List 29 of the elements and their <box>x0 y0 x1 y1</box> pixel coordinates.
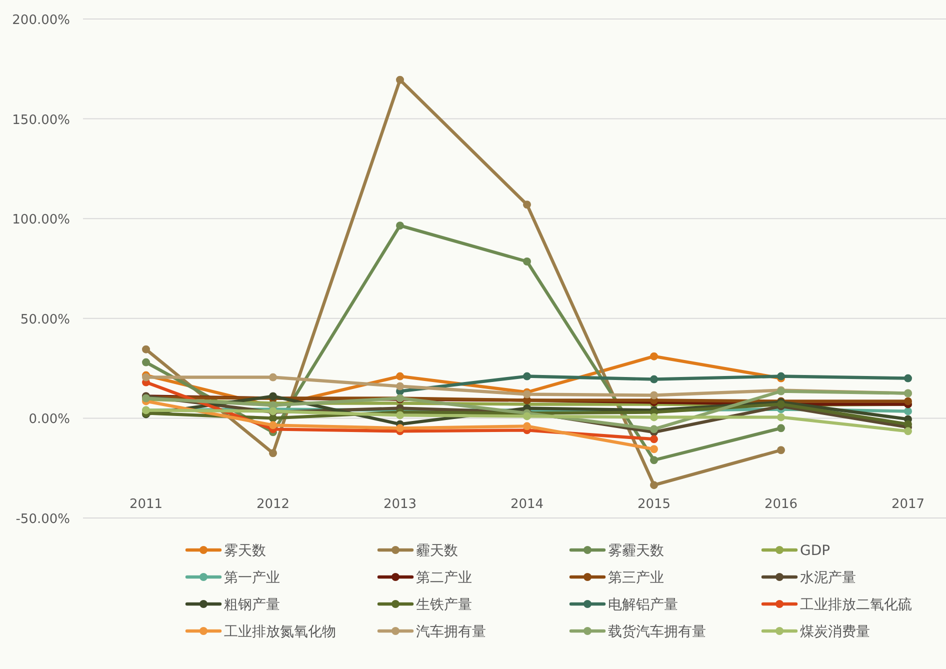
x-tick-label: 2014 <box>510 497 544 512</box>
legend-label: 工业排放二氧化硫 <box>800 597 912 613</box>
x-tick-label: 2011 <box>129 497 163 512</box>
legend-label: 工业排放氮氧化物 <box>224 624 336 640</box>
y-tick-label: 0.00% <box>28 412 70 428</box>
x-tick-label: 2012 <box>256 497 290 512</box>
legend-label: 霾天数 <box>416 543 458 559</box>
legend-label: 载货汽车拥有量 <box>608 624 706 640</box>
legend-label: 电解铝产量 <box>608 597 678 613</box>
x-tick-label: 2017 <box>891 497 925 512</box>
legend-label: 雾霾天数 <box>608 543 664 559</box>
legend-label: 第一产业 <box>224 570 280 586</box>
y-tick-label: 200.00% <box>12 13 70 28</box>
legend-label: 水泥产量 <box>800 570 856 586</box>
legend-label: 第三产业 <box>608 570 664 586</box>
legend-label: 粗钢产量 <box>224 597 280 613</box>
x-tick-label: 2015 <box>637 497 671 512</box>
legend-label: 煤炭消费量 <box>800 624 870 640</box>
legend-label: 雾天数 <box>224 543 266 559</box>
y-tick-label: 150.00% <box>12 112 70 128</box>
legend-label: GDP <box>800 543 830 559</box>
x-tick-label: 2013 <box>383 497 417 512</box>
legend-label: 第二产业 <box>416 570 472 586</box>
y-tick-label: 100.00% <box>12 212 70 228</box>
legend-label: 生铁产量 <box>416 597 472 613</box>
x-tick-label: 2016 <box>764 497 798 512</box>
legend-label: 汽车拥有量 <box>416 624 486 640</box>
y-tick-label: 50.00% <box>20 312 70 328</box>
y-tick-label: -50.00% <box>16 512 70 527</box>
